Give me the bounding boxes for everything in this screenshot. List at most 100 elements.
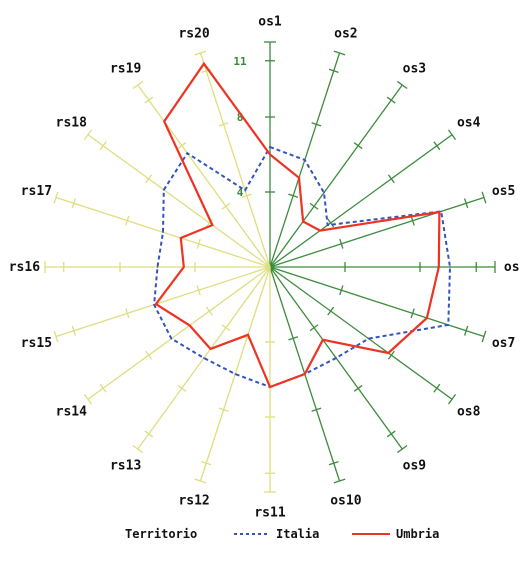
data-point-umbria-os2 [298, 177, 300, 179]
axis-tick-os7 [410, 308, 415, 319]
axis-tick-rs19 [177, 142, 187, 150]
axis-tick-os8 [327, 306, 335, 316]
axis-label-os8: os8 [457, 404, 481, 419]
axis-line-os7 [269, 266, 485, 338]
legend-label-umbria: Umbria [396, 527, 439, 541]
data-point-italia-os9 [335, 357, 337, 359]
axis-tick-os4 [387, 174, 395, 184]
axis-line-rs18 [87, 134, 271, 268]
tick-label-4: 4 [237, 186, 244, 199]
axis-tick-rs14 [83, 394, 93, 405]
axis-tick-os2 [328, 68, 339, 74]
axis-tick-rs17 [196, 238, 201, 249]
data-point-italia-rs19 [186, 152, 189, 155]
axis-tick-rs13 [221, 324, 231, 332]
data-point-italia-rs18 [163, 189, 165, 191]
axis-label-rs17: rs17 [21, 184, 52, 199]
axis-tick-rs20 [194, 50, 207, 56]
axis-tick-os8 [387, 350, 395, 360]
axis-label-os9: os9 [403, 459, 426, 474]
axis-line-rs15 [55, 266, 271, 338]
axis-tick-os9 [397, 444, 408, 454]
data-point-umbria-os9 [322, 339, 324, 341]
axis-tick-os4 [327, 218, 335, 228]
axis-tick-os5 [339, 238, 344, 249]
axis-label-rs12: rs12 [178, 494, 209, 509]
data-point-italia-os5 [440, 210, 442, 213]
axis-tick-os2 [333, 50, 346, 56]
axis-tick-os5 [481, 191, 487, 204]
legend-title: Territorio [125, 527, 197, 541]
axis-tick-rs14 [145, 350, 153, 360]
axis-label-os6: os6 [504, 260, 520, 275]
data-point-italia-os2 [303, 159, 306, 161]
axis-tick-rs15 [125, 308, 130, 319]
axis-tick-os10 [288, 336, 299, 341]
axis-label-rs18: rs18 [56, 116, 87, 131]
axis-tick-os3 [353, 142, 363, 150]
data-point-umbria-rs14 [188, 324, 191, 327]
data-point-italia-rs13 [203, 357, 205, 359]
axis-tick-os7 [463, 325, 469, 336]
axis-label-os7: os7 [492, 336, 515, 351]
axis-line-os5 [269, 196, 485, 268]
axis-tick-os8 [433, 383, 441, 393]
axis-label-rs13: rs13 [110, 459, 141, 474]
data-point-umbria-rs15 [155, 303, 157, 305]
axis-tick-rs13 [132, 444, 143, 454]
axis-label-rs11: rs11 [254, 506, 285, 521]
data-point-italia-rs20 [244, 189, 246, 192]
axis-tick-rs17 [53, 191, 59, 204]
axis-tick-os7 [339, 285, 344, 296]
data-point-umbria-os4 [319, 229, 321, 232]
axis-tick-rs14 [99, 383, 107, 393]
axis-tick-os2 [311, 122, 322, 127]
axis-tick-os3 [309, 202, 319, 210]
axis-tick-os3 [386, 96, 396, 104]
data-point-umbria-os1 [269, 153, 271, 156]
data-point-umbria-os3 [302, 220, 304, 223]
tick-label-11: 11 [233, 55, 247, 68]
axis-tick-os2 [288, 193, 299, 198]
axis-tick-rs12 [194, 478, 207, 484]
data-point-italia-rs12 [234, 373, 237, 375]
axis-tick-os9 [309, 324, 319, 332]
data-point-umbria-rs16 [182, 266, 185, 268]
data-point-italia-os7 [447, 324, 450, 326]
axis-label-os1: os1 [258, 14, 282, 29]
data-point-umbria-os8 [387, 352, 390, 354]
data-point-umbria-os10 [303, 373, 306, 375]
axis-label-os2: os2 [334, 26, 357, 41]
data-point-italia-rs17 [162, 231, 164, 234]
axis-tick-os10 [328, 460, 339, 466]
axis-tick-rs17 [71, 198, 77, 209]
axis-tick-rs19 [221, 202, 231, 210]
tick-label-8: 8 [237, 111, 244, 124]
axis-tick-rs18 [99, 141, 107, 151]
data-point-italia-rs14 [170, 337, 173, 340]
axis-label-os10: os10 [330, 494, 361, 509]
axis-tick-os10 [311, 407, 322, 412]
axis-tick-os4 [447, 129, 457, 140]
data-point-italia-os6 [449, 266, 451, 268]
data-point-italia-os3 [323, 191, 325, 194]
legend: Territorio Italia Umbria [125, 527, 439, 541]
axis-line-os4 [269, 134, 453, 268]
axis-tick-rs20 [241, 193, 252, 198]
axis-line-rs20 [199, 52, 271, 268]
axis-tick-rs18 [83, 129, 93, 140]
axis-tick-rs19 [132, 80, 143, 90]
axis-tick-rs20 [218, 122, 229, 127]
axis-tick-os10 [333, 478, 346, 484]
data-point-italia-os8 [367, 337, 370, 340]
axis-tick-os7 [481, 330, 487, 343]
axis-line-rs19 [137, 84, 271, 268]
axis-tick-rs12 [201, 460, 212, 466]
data-point-umbria-rs11 [269, 386, 271, 388]
axis-tick-rs15 [71, 325, 77, 336]
axis-tick-rs15 [53, 330, 59, 343]
data-point-umbria-rs12 [247, 333, 249, 336]
data-point-italia-os1 [269, 146, 271, 148]
axes-layer [44, 41, 496, 493]
